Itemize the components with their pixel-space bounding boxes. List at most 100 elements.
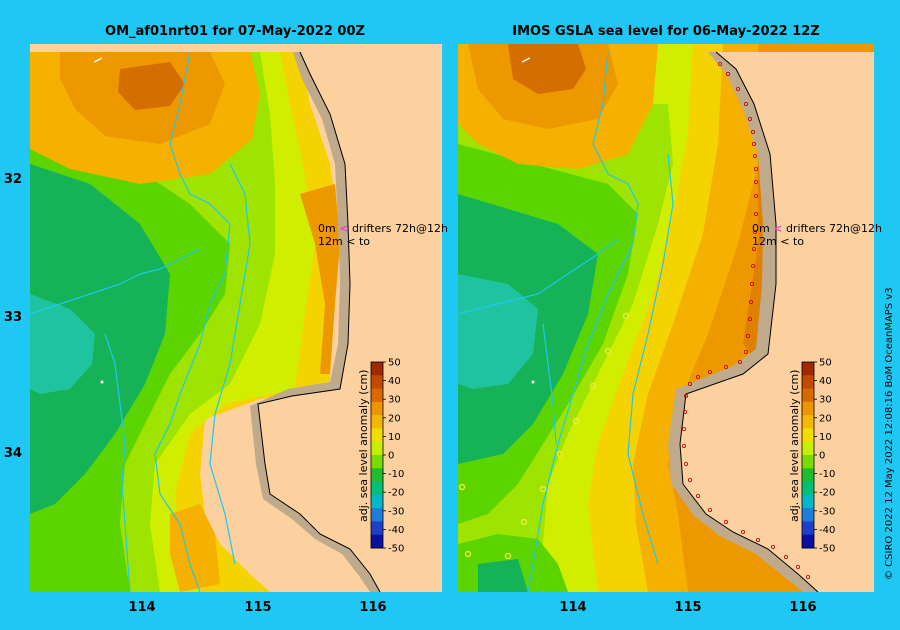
observation-point <box>725 71 730 76</box>
colorbar-segment <box>802 401 814 416</box>
right-sea-level-map[interactable]: 50 40 30 20 10 0 -10 -20 -30 -40 -50 adj. sea leve… <box>458 44 874 592</box>
colorbar-segment <box>371 428 383 443</box>
colorbar-tick-label: -40 <box>388 525 404 536</box>
colorbar-segment <box>802 362 814 376</box>
colorbar-segment <box>371 534 383 549</box>
colorbar-tick-label: -40 <box>819 525 835 536</box>
colorbar-segment <box>802 415 814 429</box>
left-sea-level-map[interactable]: 50 40 30 20 10 0 -10 -20 -30 -40 -50 adj. sea leve… <box>30 44 442 592</box>
colorbar-title: adj. sea level anomaly (cm) <box>788 370 801 522</box>
observation-point <box>743 349 748 354</box>
observation-point <box>707 369 712 374</box>
bathymetry-contours <box>30 51 251 592</box>
observation-point <box>723 364 728 369</box>
observation-point <box>750 263 755 268</box>
observation-point <box>683 461 688 466</box>
colorbar-tick-label: -50 <box>388 544 404 555</box>
observation-point <box>695 374 700 379</box>
colorbar-tick-label: -10 <box>388 469 404 480</box>
observation-point <box>751 142 756 147</box>
depth-label: 0m <box>318 222 336 235</box>
colorbar-tick-label: 50 <box>819 358 832 369</box>
latitude-label: 33 <box>3 310 22 325</box>
colorbar-segment <box>371 494 383 509</box>
observation-point <box>770 544 775 549</box>
observation-point <box>683 393 688 398</box>
colorbar-tick-label: 0 <box>819 451 825 462</box>
observation-point <box>750 130 755 135</box>
colorbar-tick-label: 30 <box>388 395 401 406</box>
colorbar-segment <box>802 521 814 536</box>
colorbar-segment <box>802 375 814 390</box>
colorbar-tick-label: 50 <box>388 358 401 369</box>
observation-point <box>681 426 686 431</box>
colorbar-segment <box>802 441 814 456</box>
depth-label: 0m <box>752 222 770 235</box>
right-map-title: IMOS GSLA sea level for 06-May-2022 12Z <box>512 24 820 39</box>
observation-point <box>752 229 757 234</box>
colorbar-tick-label: -10 <box>819 469 835 480</box>
bathymetry-contours <box>458 51 674 592</box>
latitude-label: 34 <box>3 446 22 461</box>
deep-drifter-symbol: < <box>346 235 356 248</box>
observation-point <box>748 299 753 304</box>
observation-point <box>751 246 756 251</box>
colorbar-tick-label: 0 <box>388 451 394 462</box>
colorbar-tick-label: 20 <box>819 413 832 424</box>
observation-point <box>752 154 757 159</box>
drifter-legend-text: to <box>792 235 804 248</box>
drifter-legend-text: drifters 72h@12h <box>785 222 882 235</box>
colorbar-segment <box>802 388 814 403</box>
drifter-legend-left: 0m < drifters 72h@12h 12m < to <box>318 222 448 248</box>
colorbar-tick-label: 20 <box>388 413 401 424</box>
observation-point <box>735 87 740 92</box>
observation-point <box>695 493 700 498</box>
observation-point <box>755 537 760 542</box>
colorbar-tick-label: -30 <box>819 506 835 517</box>
colorbar-segment <box>371 441 383 456</box>
colorbar: 50 40 30 20 10 0 -10 -20 -30 -40 -50 adj. sea leve… <box>788 358 835 555</box>
observation-point <box>747 316 752 321</box>
colorbar-segment <box>371 401 383 416</box>
colorbar: 50 40 30 20 10 0 -10 -20 -30 -40 -50 adj. sea leve… <box>357 358 404 555</box>
surface-drifter-symbol: < <box>339 222 349 235</box>
observation-point <box>743 102 748 107</box>
surface-drifter-symbol: < <box>773 222 783 235</box>
colorbar-segment <box>371 481 383 496</box>
colorbar-tick-label: 40 <box>388 376 401 387</box>
colorbar-tick-label: -20 <box>819 488 835 499</box>
colorbar-segment <box>371 388 383 403</box>
longitude-label: 114 <box>128 600 156 615</box>
observation-point <box>753 193 758 198</box>
observation-point <box>681 443 686 448</box>
colorbar-segment <box>371 455 383 469</box>
colorbar-tick-label: 10 <box>819 432 832 443</box>
colorbar-segment <box>371 362 383 376</box>
latitude-label: 32 <box>3 172 22 187</box>
observation-point <box>747 117 752 122</box>
longitude-label: 115 <box>244 600 272 615</box>
observation-point <box>805 575 810 580</box>
colorbar-tick-label: -50 <box>819 544 835 555</box>
observation-point <box>745 333 750 338</box>
drifter-legend-text: to <box>358 235 370 248</box>
observation-point <box>795 565 800 570</box>
longitude-label: 114 <box>559 600 587 615</box>
observation-point <box>740 529 745 534</box>
coastline-land <box>250 51 442 592</box>
drifter-legend-text: drifters 72h@12h <box>351 222 448 235</box>
longitude-label: 116 <box>359 600 387 615</box>
colorbar-segment <box>802 428 814 443</box>
colorbar-segment <box>371 521 383 536</box>
observation-point <box>723 519 728 524</box>
observation-point <box>687 477 692 482</box>
deep-drifter-symbol: < <box>780 235 790 248</box>
observation-point <box>717 61 722 66</box>
longitude-label: 115 <box>674 600 702 615</box>
colorbar-segment <box>371 468 383 483</box>
colorbar-segment <box>371 415 383 429</box>
colorbar-segment <box>802 534 814 549</box>
colorbar-tick-label: 10 <box>388 432 401 443</box>
observation-point <box>783 554 788 559</box>
observation-point <box>737 359 742 364</box>
